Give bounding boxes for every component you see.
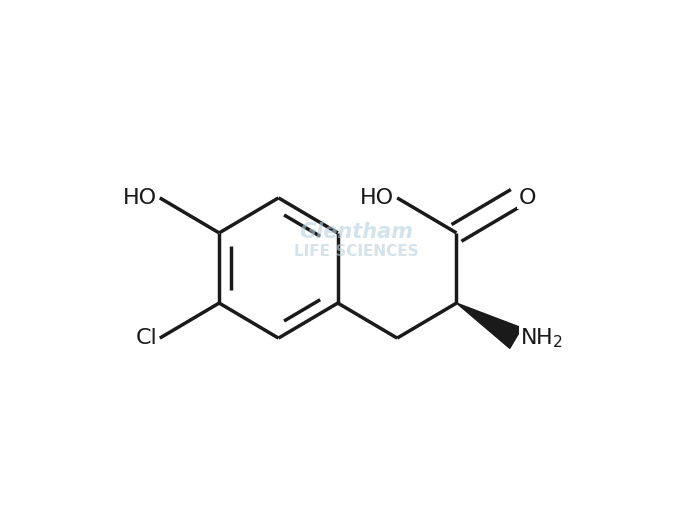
Text: NH$_2$: NH$_2$ — [520, 327, 563, 350]
Text: O: O — [519, 188, 536, 208]
Text: HO: HO — [361, 188, 395, 208]
Text: HO: HO — [123, 188, 157, 208]
Text: LIFE SCIENCES: LIFE SCIENCES — [294, 244, 419, 259]
Polygon shape — [457, 303, 522, 348]
Text: Glentham: Glentham — [300, 222, 413, 242]
Text: Cl: Cl — [135, 328, 157, 348]
